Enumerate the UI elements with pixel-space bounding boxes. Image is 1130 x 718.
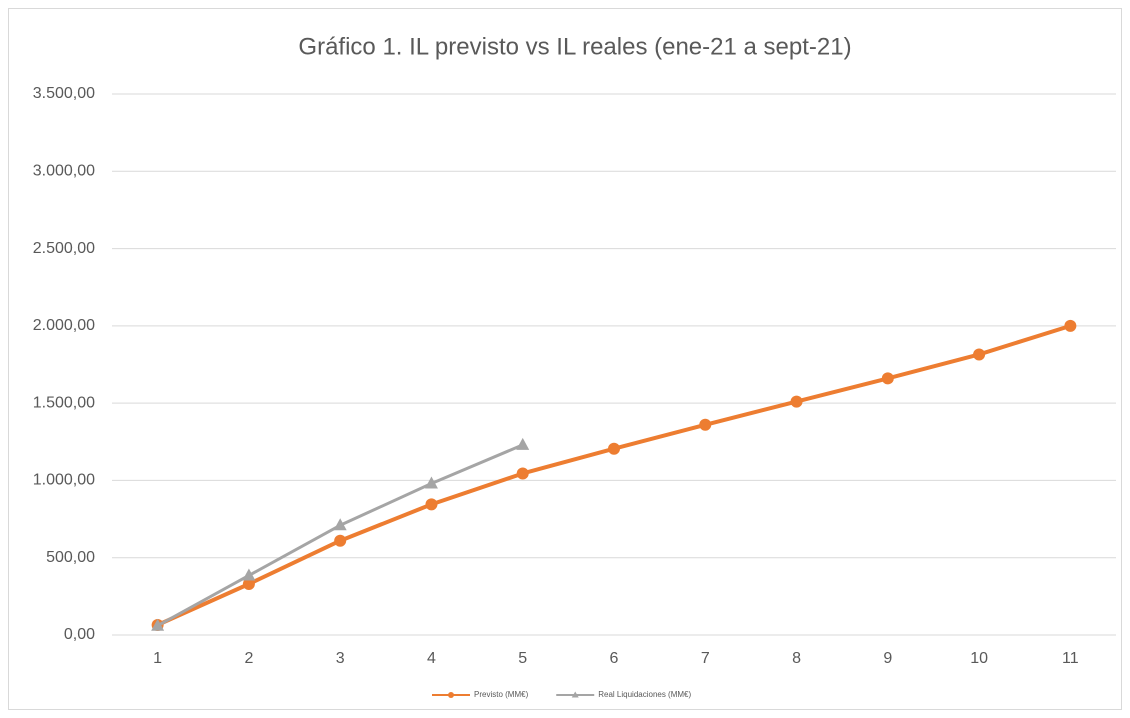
y-tick-label: 1.500,00 xyxy=(33,394,95,411)
legend-marker xyxy=(571,691,579,698)
point xyxy=(790,395,803,408)
y-tick-label: 2.000,00 xyxy=(33,317,95,334)
point xyxy=(973,348,986,361)
chart-border xyxy=(8,8,1122,710)
point xyxy=(151,618,165,631)
legend-marker xyxy=(448,692,454,698)
point xyxy=(516,467,529,480)
y-tick-label: 1.000,00 xyxy=(33,472,95,489)
x-tick-label: 4 xyxy=(427,650,436,667)
point xyxy=(608,442,620,455)
point xyxy=(425,498,438,511)
x-tick-label: 9 xyxy=(883,650,892,667)
x-tick-label: 6 xyxy=(610,650,619,667)
x-tick-label: 7 xyxy=(701,650,710,667)
point xyxy=(424,476,438,489)
x-tick-label: 2 xyxy=(244,650,253,667)
x-tick-label: 1 xyxy=(153,650,162,667)
y-tick-label: 3.000,00 xyxy=(33,163,95,180)
y-tick-label: 3.500,00 xyxy=(33,85,95,102)
chart-title: Gráfico 1. IL previsto vs IL reales (ene… xyxy=(298,33,851,60)
legend-label: Real Liquidaciones (MM€) xyxy=(598,690,691,699)
x-tick-label: 11 xyxy=(1062,650,1079,667)
y-tick-label: 2.500,00 xyxy=(33,240,95,257)
x-tick-label: 10 xyxy=(970,650,988,667)
x-tick-label: 5 xyxy=(518,650,527,667)
point xyxy=(1064,319,1077,332)
legend-label: Previsto (MM€) xyxy=(474,690,529,699)
y-tick-label: 500,00 xyxy=(46,549,95,566)
point xyxy=(242,568,256,581)
x-tick-label: 3 xyxy=(336,650,345,667)
point xyxy=(699,418,712,431)
y-tick-label: 0,00 xyxy=(64,626,95,643)
x-tick-label: 8 xyxy=(792,650,801,667)
point xyxy=(516,437,530,450)
point xyxy=(881,372,894,385)
point xyxy=(242,577,255,590)
point xyxy=(334,534,347,547)
point xyxy=(333,518,347,531)
